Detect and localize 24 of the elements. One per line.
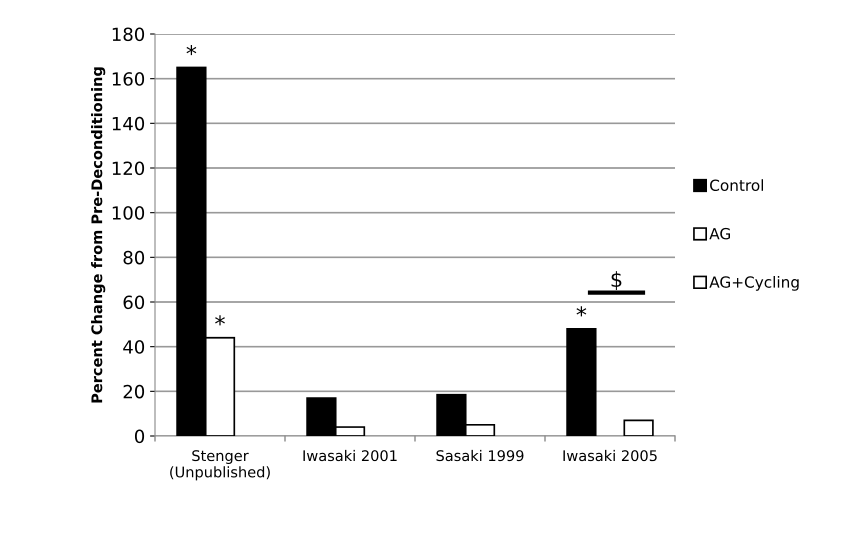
annotation: * [186,44,196,56]
y-tick-label: 120 [112,161,144,176]
y-tick-label: 160 [112,72,144,86]
x-tick-label: Iwasaki 2005 [563,450,657,462]
bar [566,328,597,436]
bar [623,420,654,436]
y-tick-label: 180 [112,27,144,42]
annotation: * [215,315,225,326]
y-tick-label: 0 [134,429,144,444]
annotation: $ [612,271,622,290]
y-tick-label: 40 [123,340,144,354]
legend-label: AG [709,228,730,240]
annotation: * [576,306,586,316]
x-tick-label: Sasaki 1999 [436,450,524,462]
y-axis-title: Percent Change from Pre-Deconditioning [91,67,106,403]
y-tick-label: 80 [124,250,144,264]
x-tick-label: Stenger (Unpublished) [170,450,270,480]
y-tick-label: 140 [112,116,144,130]
y-tick-label: 20 [124,384,144,398]
legend-label: AG+Cycling [709,276,799,291]
y-tick-label: 100 [112,206,144,220]
y-tick-label: 60 [124,295,144,310]
legend-label: Control [710,179,764,192]
x-tick-label: Iwasaki 2001 [303,450,397,462]
